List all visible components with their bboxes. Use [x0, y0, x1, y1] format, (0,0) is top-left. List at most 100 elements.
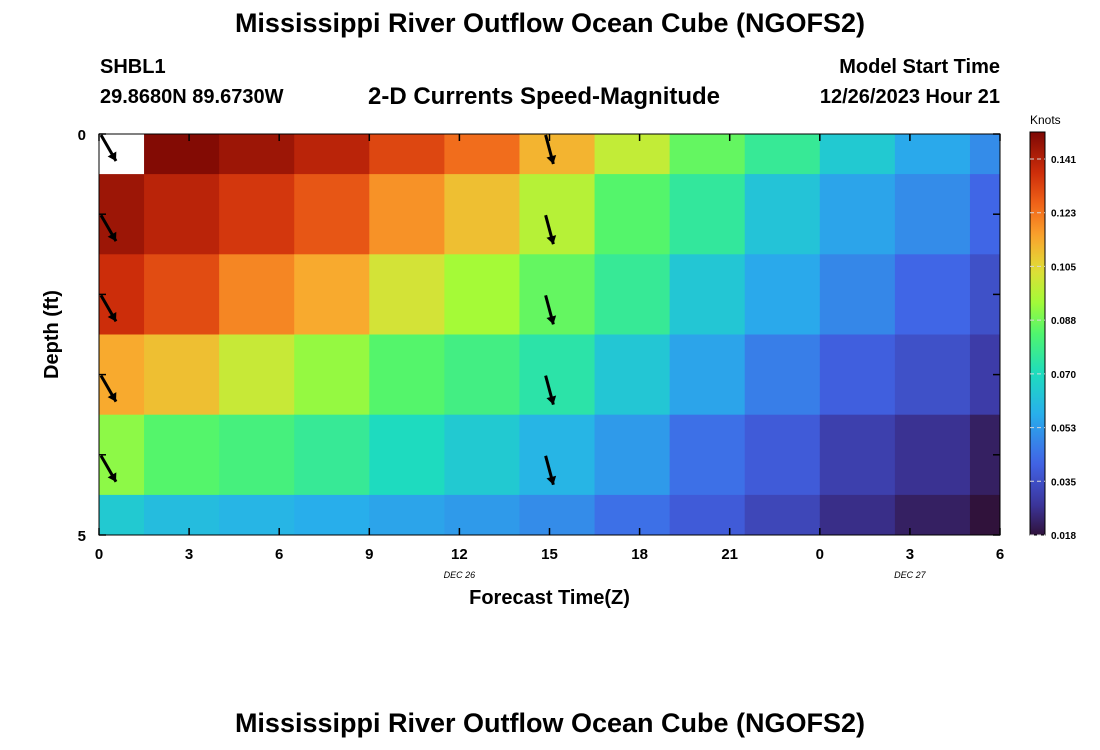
heatmap-cell — [819, 494, 896, 536]
model-start-label: Model Start Time — [839, 56, 1000, 78]
heatmap-cell — [444, 174, 520, 255]
heatmap-cell — [744, 254, 821, 335]
station-name: SHBL1 — [100, 56, 166, 78]
heatmap-cell — [669, 174, 746, 255]
x-axis-label: Forecast Time(Z) — [469, 587, 630, 609]
heatmap-cell — [369, 494, 445, 536]
x-tick-label: 3 — [185, 546, 193, 563]
heatmap-cell — [369, 174, 445, 255]
model-start-time: 12/26/2023 Hour 21 — [819, 86, 1000, 108]
heatmap-cell — [819, 414, 896, 496]
current-vector-arrow — [544, 134, 557, 165]
x-date-label: DEC 27 — [894, 570, 927, 580]
heatmap-cell — [894, 414, 971, 496]
current-vectors — [99, 134, 557, 486]
heatmap-cell — [99, 414, 145, 496]
heatmap-cell — [444, 334, 520, 416]
colorbar-tick-label: 0.053 — [1051, 424, 1076, 435]
heatmap-cell — [894, 174, 971, 255]
x-date-label: DEC 26 — [444, 570, 476, 580]
heatmap-cell — [294, 174, 370, 255]
current-vector-arrow — [99, 455, 118, 483]
colorbar-tick-label: 0.141 — [1051, 155, 1076, 166]
heatmap-cell — [219, 414, 295, 496]
colorbar-tick-label: 0.035 — [1051, 477, 1076, 488]
heatmap-cell — [144, 494, 220, 536]
x-tick-label: 21 — [721, 546, 738, 563]
heatmap-cell — [594, 414, 671, 496]
colorbar-tick-label: 0.123 — [1051, 209, 1076, 220]
colorbar-tick-label: 0.070 — [1051, 370, 1076, 381]
heatmap-cell — [669, 254, 746, 335]
heatmap-cell — [519, 254, 596, 335]
heatmap-cell — [369, 414, 445, 496]
heatmap-cell — [594, 174, 671, 255]
bottom-chart-title: Mississippi River Outflow Ocean Cube (NG… — [234, 708, 866, 738]
chart-title: Mississippi River Outflow Ocean Cube (NG… — [234, 8, 866, 38]
heatmap-cell — [294, 334, 370, 416]
colorbar-tick-label: 0.018 — [1051, 531, 1076, 542]
heatmap-cell — [99, 174, 145, 255]
heatmap-cell — [444, 414, 520, 496]
heatmap-cell — [99, 254, 145, 335]
y-tick-label: 5 — [78, 528, 86, 545]
colorbar-tick-label: 0.105 — [1051, 262, 1076, 273]
heatmap-cell — [594, 494, 671, 536]
heatmap-cell — [894, 334, 971, 416]
x-tick-label: 15 — [541, 546, 558, 563]
heatmap-cell — [669, 134, 746, 175]
heatmap-cell — [519, 334, 596, 416]
y-axis-label: Depth (ft) — [41, 290, 63, 379]
heatmap-cell — [594, 254, 671, 335]
x-tick-label: 0 — [95, 546, 103, 563]
current-vector-arrow — [544, 214, 557, 245]
current-vector-arrow — [544, 455, 557, 486]
heatmap-cell — [744, 334, 821, 416]
heatmap-cell — [444, 494, 520, 536]
current-vector-arrow — [99, 374, 118, 403]
current-vector-arrow — [544, 375, 557, 405]
heatmap-cell — [519, 494, 596, 536]
heatmap-cell — [894, 134, 971, 175]
heatmap-cell — [819, 134, 896, 175]
heatmap-cell — [219, 334, 295, 416]
heatmap-cell — [744, 134, 821, 175]
current-vector-arrow — [99, 214, 118, 242]
heatmap-cell — [594, 134, 671, 175]
heatmap-cell — [519, 414, 596, 496]
chart-subtitle: 2-D Currents Speed-Magnitude — [368, 83, 721, 110]
heatmap-cell — [744, 494, 821, 536]
heatmap-cell — [819, 174, 896, 255]
heatmap-cell — [519, 174, 596, 255]
heatmap-cell — [444, 134, 520, 175]
heatmap-cell — [969, 134, 1001, 175]
current-vector-arrow — [99, 294, 118, 323]
current-vector-arrow — [544, 295, 557, 325]
colorbar: 0.141 0.123 0.105 0.088 0.070 0.053 0.035 0.018 — [1029, 131, 1076, 542]
x-tick-label: 6 — [275, 546, 283, 563]
heatmap-cell — [369, 334, 445, 416]
x-tick-label: 12 — [451, 546, 468, 563]
x-tick-label: 9 — [365, 546, 373, 563]
heatmap-cell — [744, 174, 821, 255]
x-tick-label: 18 — [631, 546, 648, 563]
heatmap-cell — [144, 174, 220, 255]
colorbar-gradient — [1029, 131, 1046, 536]
heatmap-cell — [144, 254, 220, 335]
heatmap-cell — [294, 494, 370, 536]
heatmap-cell — [294, 254, 370, 335]
colorbar-units: Knots — [1030, 113, 1061, 127]
heatmap-cell — [819, 254, 896, 335]
heatmap-cell — [219, 174, 295, 255]
heatmap-cell — [144, 134, 220, 175]
heatmap-cell — [669, 414, 746, 496]
heatmap-cell — [594, 334, 671, 416]
heatmap-cell — [519, 134, 596, 175]
heatmap-cell — [144, 414, 220, 496]
heatmap-cell — [99, 494, 145, 536]
heatmap-cell — [219, 134, 295, 175]
x-tick-label: 6 — [996, 546, 1004, 563]
x-tick-label: 0 — [816, 546, 824, 563]
